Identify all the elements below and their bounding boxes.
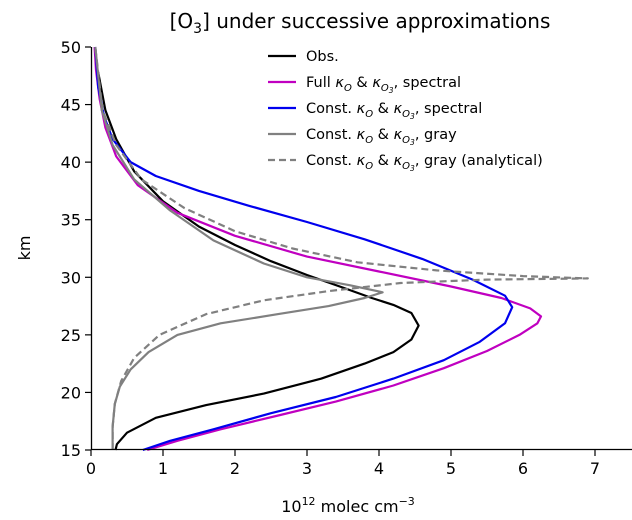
- series-group: [93, 46, 589, 452]
- y-tick-label: 25: [61, 326, 81, 345]
- series-line-3: [94, 46, 384, 450]
- legend-label-2: Const. κO & κO3, spectral: [306, 101, 482, 121]
- y-axis-label: km: [15, 236, 34, 261]
- legend-label-4: Const. κO & κO3, gray (analytical): [306, 153, 543, 173]
- y-ticks: 15 20 25 30 35 40 45 50: [61, 38, 91, 460]
- series-line-4: [94, 46, 589, 450]
- x-tick-label: 3: [302, 459, 312, 478]
- x-tick-label: 4: [374, 459, 384, 478]
- legend: Obs. Full κO & κO3, spectral Const. κO & κ…: [268, 49, 543, 173]
- legend-label-3: Const. κO & κO3, gray: [306, 127, 457, 147]
- x-tick-label: 6: [518, 459, 528, 478]
- x-tick-label: 7: [590, 459, 600, 478]
- chart-title: [O3] under successive approximations: [170, 9, 551, 37]
- y-tick-label: 15: [61, 441, 81, 460]
- x-tick-label: 2: [230, 459, 240, 478]
- y-tick-label: 30: [61, 268, 81, 287]
- x-tick-label: 5: [446, 459, 456, 478]
- legend-label-0: Obs.: [306, 49, 339, 65]
- series-line-0: [97, 72, 420, 451]
- x-tick-label: 1: [158, 459, 168, 478]
- y-tick-label: 50: [61, 38, 81, 57]
- y-tick-label: 20: [61, 383, 81, 402]
- x-axis-label: 1012 molec cm−3: [281, 495, 415, 516]
- y-tick-label: 35: [61, 211, 81, 230]
- y-tick-label: 45: [61, 96, 81, 115]
- x-tick-label: 0: [86, 459, 96, 478]
- x-ticks: 0 1 2 3 4 5 6 7: [86, 450, 600, 478]
- series-line-1: [93, 46, 543, 452]
- legend-label-1: Full κO & κO3, spectral: [306, 75, 461, 95]
- y-tick-label: 40: [61, 153, 81, 172]
